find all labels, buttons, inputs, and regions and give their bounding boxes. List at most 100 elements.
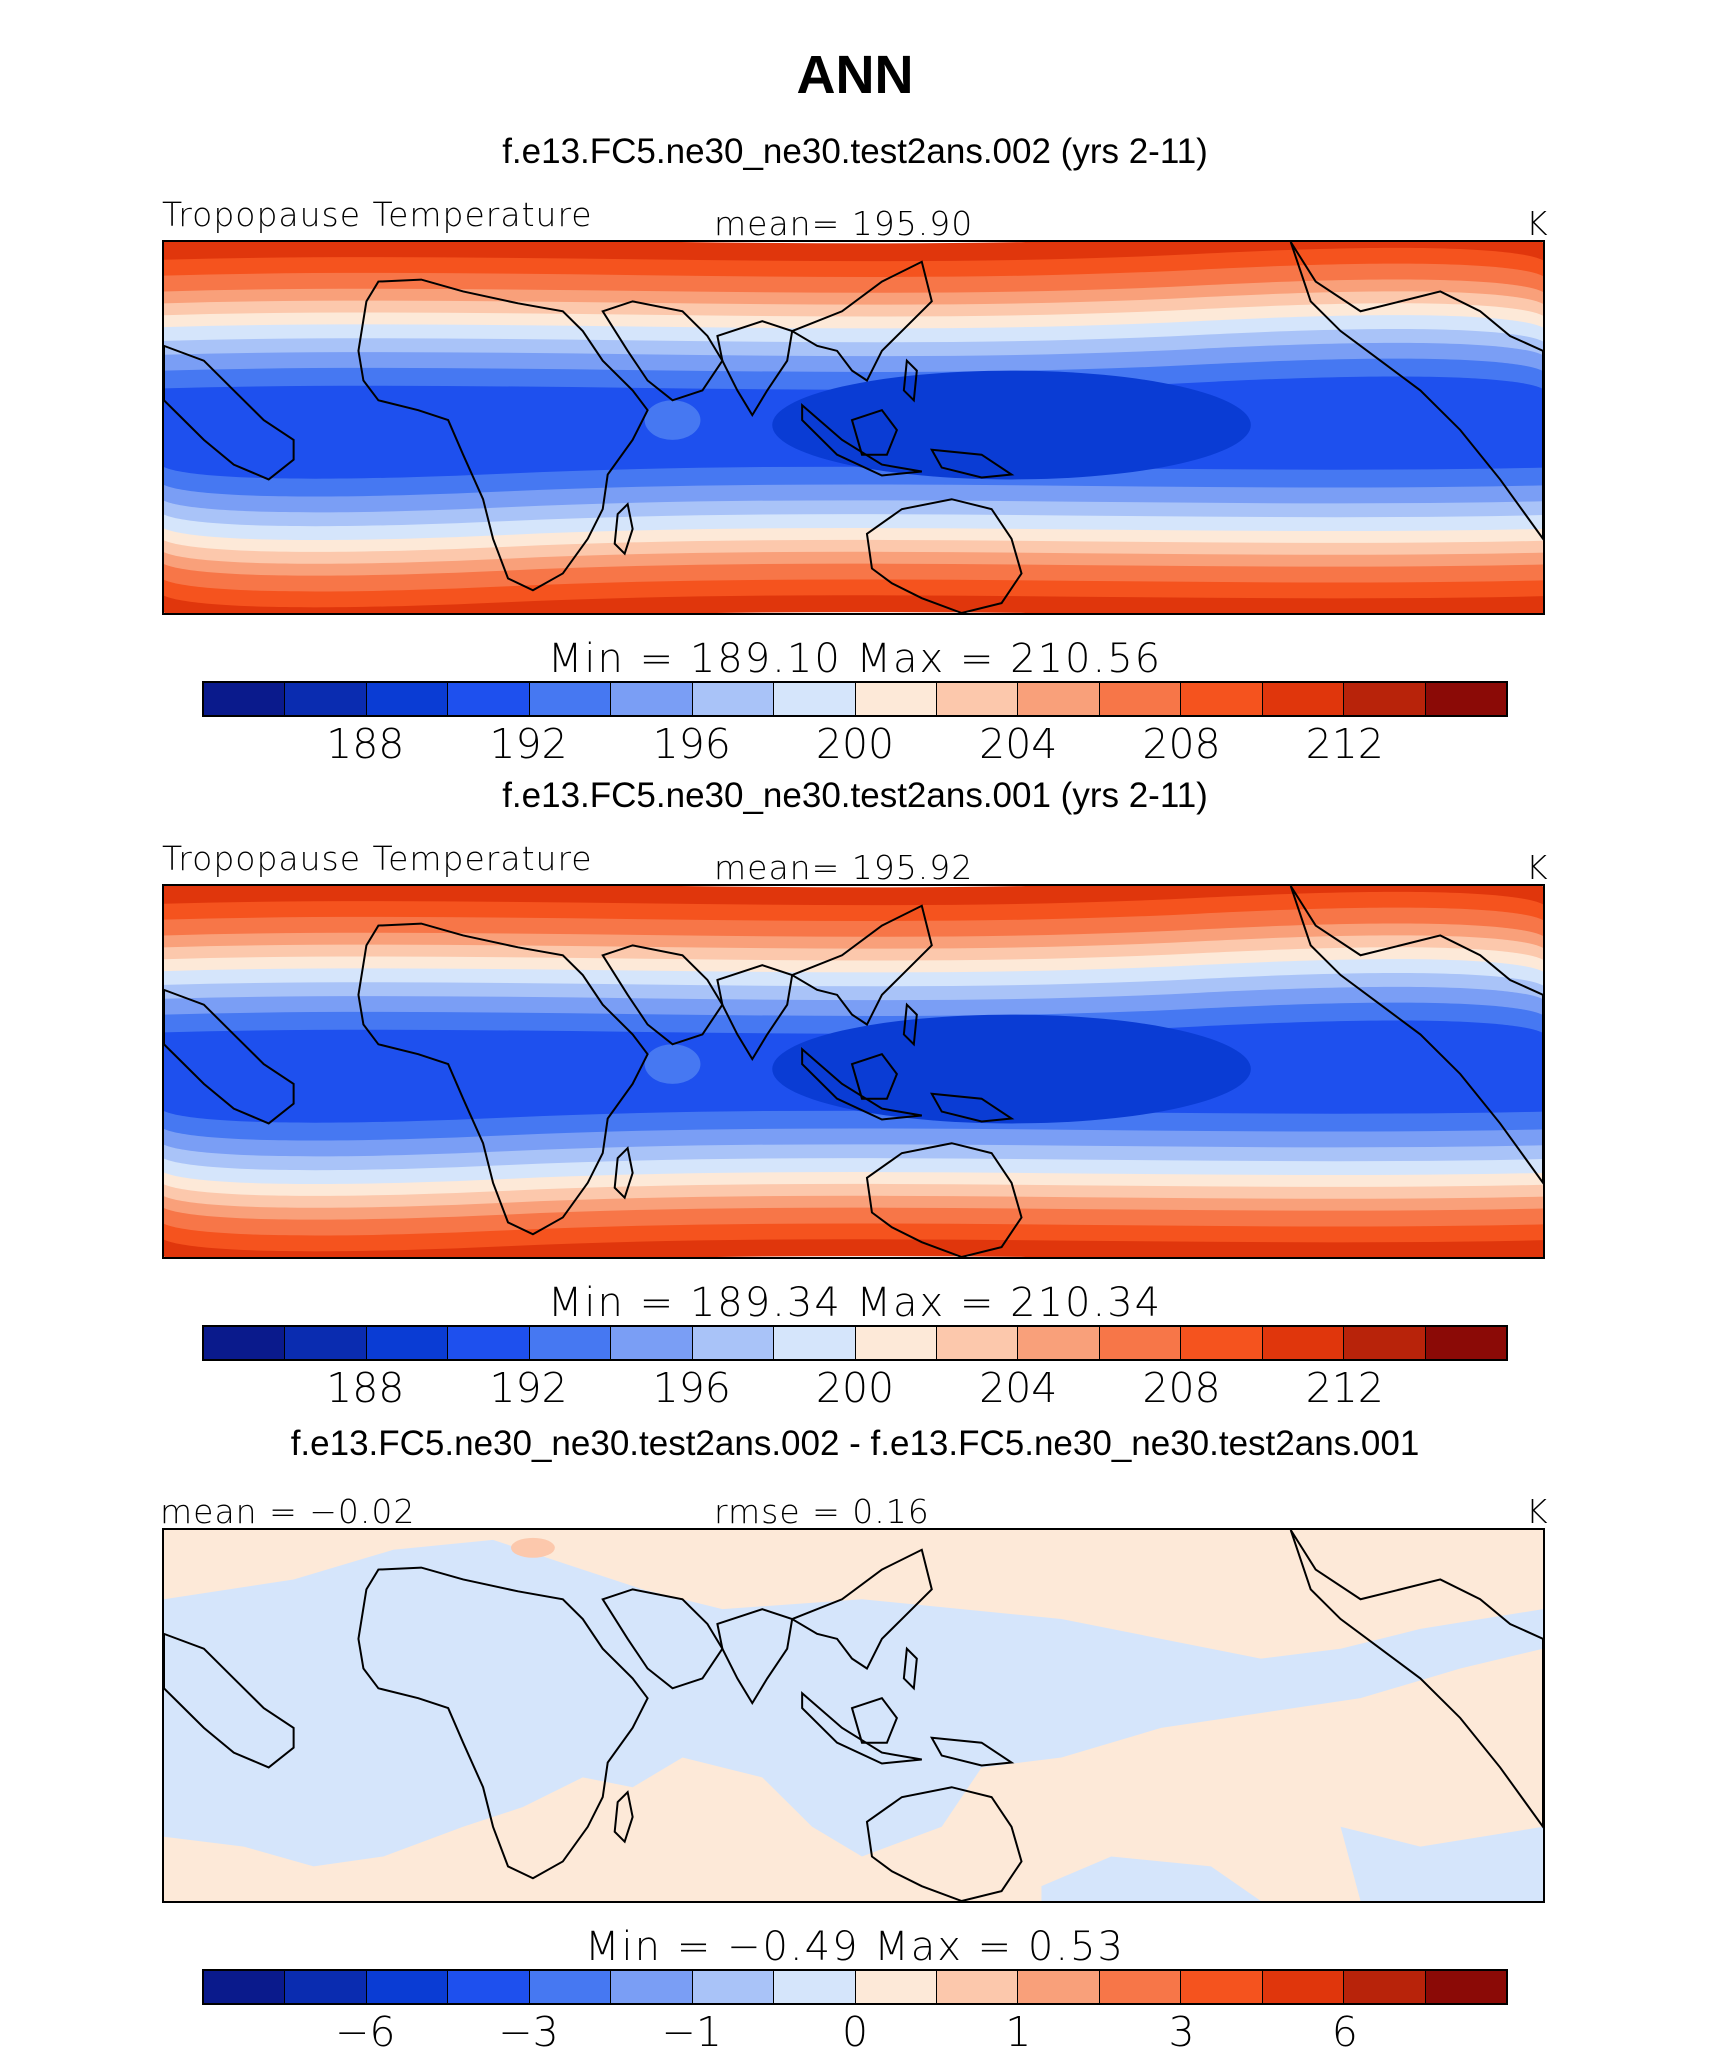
colorbar-swatch-3 — [448, 683, 530, 715]
colorbar-swatch-0 — [204, 1327, 286, 1359]
colorbar-tick-label: 0 — [841, 2008, 869, 2056]
colorbar-swatch-15 — [1425, 1971, 1506, 2003]
colorbar-swatch-2 — [366, 683, 449, 715]
colorbar-swatch-0 — [204, 683, 286, 715]
colorbar-swatch-13 — [1262, 1971, 1345, 2003]
colorbar-diff — [202, 1969, 1508, 2005]
map-canvas — [164, 1530, 1543, 1901]
colorbar-swatch-1 — [285, 1971, 367, 2003]
colorbar-swatch-8 — [855, 683, 937, 715]
coastline — [850, 1053, 899, 1100]
mean-label-2: mean= 195.92 — [714, 848, 974, 887]
variable-label-2: Tropopause Temperature — [162, 839, 593, 878]
map-canvas — [164, 242, 1543, 613]
colorbar-swatch-9 — [936, 1971, 1019, 2003]
colorbar-tick-label: 204 — [979, 720, 1058, 768]
colorbar-swatch-9 — [936, 683, 1019, 715]
coastline — [902, 358, 918, 403]
colorbar-tick-label: 196 — [652, 1364, 731, 1412]
coastline — [601, 300, 724, 402]
coastline — [601, 1588, 724, 1690]
units-label-2: K — [1526, 848, 1549, 887]
diff-negative-region — [1041, 1856, 1261, 1901]
coastline — [613, 1146, 634, 1200]
case-title-2: f.e13.FC5.ne30_ne30.test2ans.001 (yrs 2-… — [502, 776, 1208, 815]
colorbar-swatch-3 — [448, 1971, 530, 2003]
colorbar-swatch-15 — [1425, 1327, 1506, 1359]
colorbar-tick-label: 192 — [489, 1364, 568, 1412]
colorbar-swatch-7 — [774, 1971, 856, 2003]
coastline — [716, 964, 794, 1062]
coastline — [601, 944, 724, 1046]
colorbar-swatch-6 — [692, 683, 775, 715]
units-label-1: K — [1526, 204, 1549, 243]
coastline — [357, 922, 649, 1236]
coastline — [164, 344, 295, 481]
coastline — [929, 1736, 1015, 1767]
colorbar-tick-label: 208 — [1142, 720, 1221, 768]
coastline — [865, 498, 1023, 613]
map-panel-2 — [162, 884, 1545, 1259]
colorbar-swatch-5 — [611, 683, 693, 715]
colorbar-tick-label: 200 — [815, 720, 895, 768]
colorbar-tick-label: 212 — [1305, 720, 1384, 768]
variable-label-1: Tropopause Temperature — [162, 195, 593, 234]
colorbar-tick-label: 192 — [489, 720, 568, 768]
colorbar-tick-label: −6 — [335, 2008, 396, 2056]
colorbar-swatch-12 — [1181, 683, 1263, 715]
coastline — [801, 403, 922, 477]
colorbar-swatch-5 — [611, 1971, 693, 2003]
map-panel-1 — [162, 240, 1545, 615]
case-title-diff: f.e13.FC5.ne30_ne30.test2ans.002 - f.e13… — [290, 1424, 1420, 1463]
colorbar-swatch-7 — [774, 1327, 856, 1359]
coastline — [613, 1790, 634, 1844]
colorbar-swatch-11 — [1099, 1327, 1182, 1359]
colorbar-swatch-8 — [855, 1971, 937, 2003]
coastline — [716, 320, 794, 418]
colorbar-swatch-15 — [1425, 683, 1506, 715]
colorbar-swatch-13 — [1262, 1327, 1345, 1359]
cold-pool — [772, 370, 1251, 480]
warm-anomaly — [644, 1044, 701, 1084]
coastline — [613, 502, 634, 556]
page-title: ANN — [796, 45, 914, 105]
colorbar-swatch-5 — [611, 1327, 693, 1359]
colorbar-tick-label: 6 — [1331, 2008, 1358, 2056]
coastline — [164, 988, 295, 1125]
colorbar-swatch-14 — [1344, 1971, 1426, 2003]
colorbar-tick-label: 1 — [1005, 2008, 1032, 2056]
coastline — [865, 1786, 1023, 1901]
colorbar-swatch-11 — [1099, 683, 1182, 715]
coastline — [1289, 242, 1543, 541]
coastline — [1289, 886, 1543, 1185]
coastline — [850, 409, 899, 456]
minmax-label-diff: Min = −0.49 Max = 0.53 — [585, 1924, 1125, 1970]
colorbar-swatch-6 — [692, 1971, 775, 2003]
coastline — [929, 448, 1015, 479]
colorbar-tick-label: 208 — [1142, 1364, 1221, 1412]
colorbar-tick-label: −3 — [498, 2008, 559, 2056]
colorbar-tick-label: 188 — [326, 1364, 405, 1412]
coastline — [716, 1608, 794, 1706]
colorbar-swatch-4 — [529, 1327, 612, 1359]
colorbar-swatch-6 — [692, 1327, 775, 1359]
coastline — [789, 260, 933, 382]
units-label-diff: K — [1526, 1492, 1549, 1531]
coastline — [850, 1697, 899, 1744]
colorbar-tick-label: −1 — [661, 2008, 722, 2056]
colorbar-swatch-13 — [1262, 683, 1345, 715]
colorbar-swatch-10 — [1018, 1971, 1100, 2003]
colorbar-swatch-10 — [1018, 1327, 1100, 1359]
colorbar-swatch-14 — [1344, 1327, 1426, 1359]
coastline — [357, 278, 649, 592]
coastline — [789, 1548, 933, 1670]
mean-label-1: mean= 195.90 — [714, 204, 974, 243]
map-panel-diff — [162, 1528, 1545, 1903]
map-canvas — [164, 886, 1543, 1257]
coastline — [929, 1092, 1015, 1123]
colorbar-tick-label: 200 — [815, 1364, 895, 1412]
colorbar-swatch-12 — [1181, 1971, 1263, 2003]
colorbar-2 — [202, 1325, 1508, 1361]
colorbar-1 — [202, 681, 1508, 717]
mean-label-diff: mean = −0.02 — [160, 1492, 416, 1531]
